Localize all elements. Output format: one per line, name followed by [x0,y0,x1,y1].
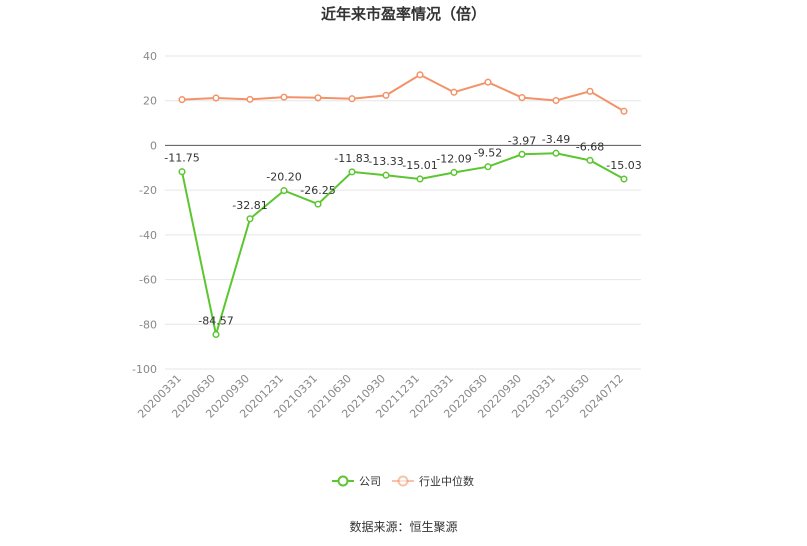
data-point[interactable] [382,171,390,179]
data-label: -11.83 [334,152,369,165]
data-point[interactable] [620,175,628,183]
data-point[interactable] [450,168,458,177]
data-label: -32.81 [232,199,267,212]
data-label: -20.20 [266,171,301,184]
series-lines [178,71,628,339]
data-label: -6.68 [576,140,604,153]
data-point[interactable] [212,330,220,339]
data-point[interactable] [484,163,492,171]
y-tick-label: -80 [139,318,157,331]
data-point[interactable] [552,149,560,157]
data-point[interactable] [586,156,594,164]
data-point[interactable] [280,187,288,195]
data-point[interactable] [416,175,424,183]
data-label: -15.01 [402,159,437,172]
y-tick-label: -20 [139,184,157,197]
y-tick-label: 40 [143,50,157,63]
data-point[interactable] [314,94,322,102]
chart-title: 近年来市盈率情况（倍） [321,5,486,23]
data-point[interactable] [178,96,186,104]
data-point[interactable] [246,95,254,103]
y-tick-label: -60 [139,274,157,287]
data-point[interactable] [450,88,458,96]
legend-marker [337,475,349,487]
series-line-0 [181,152,625,335]
series-line-1 [181,73,625,113]
data-label: -3.97 [508,134,536,147]
data-label: -15.03 [606,159,641,172]
data-label: -13.33 [368,155,403,168]
grid-lines [165,55,641,370]
y-tick-label: 20 [143,95,157,108]
y-tick-label: 0 [150,139,157,152]
data-point[interactable] [348,95,356,103]
legend[interactable]: 公司 行业中位数 [332,474,474,488]
y-tick-label: -100 [132,363,157,376]
legend-marker [397,475,409,487]
data-label: -12.09 [436,152,471,165]
data-point[interactable] [280,93,288,101]
data-point[interactable] [178,168,186,176]
data-point[interactable] [620,107,628,115]
data-point[interactable] [382,91,390,99]
data-point[interactable] [518,150,526,158]
data-source: 数据来源：恒生聚源 [349,519,457,534]
data-label: -84.57 [198,315,233,328]
data-point[interactable] [586,87,594,95]
data-point[interactable] [348,168,356,176]
data-point[interactable] [314,200,322,208]
data-point[interactable] [246,215,254,223]
x-axis-ticks: 2020033120200630202009302020123120210331… [135,372,626,421]
data-label: -11.75 [164,152,199,165]
data-point[interactable] [518,94,526,102]
y-tick-label: -40 [139,229,157,242]
legend-item-1[interactable]: 行业中位数 [392,474,474,488]
data-point[interactable] [212,94,220,102]
data-label: -9.52 [474,147,502,160]
legend-label: 行业中位数 [419,474,474,488]
data-label: -26.25 [300,184,335,197]
data-point[interactable] [416,71,424,79]
y-axis-ticks: 40 20 0 -20 -40 -60 -80 -100 [132,50,157,376]
data-labels: -11.75 -84.57 -32.81 -20.20-26.25 -11.83-13.… [164,133,641,327]
data-label: -3.49 [542,133,570,146]
legend-item-0[interactable]: 公司 [332,475,381,488]
legend-label: 公司 [359,475,381,488]
data-point[interactable] [552,96,560,105]
data-point[interactable] [484,78,492,86]
